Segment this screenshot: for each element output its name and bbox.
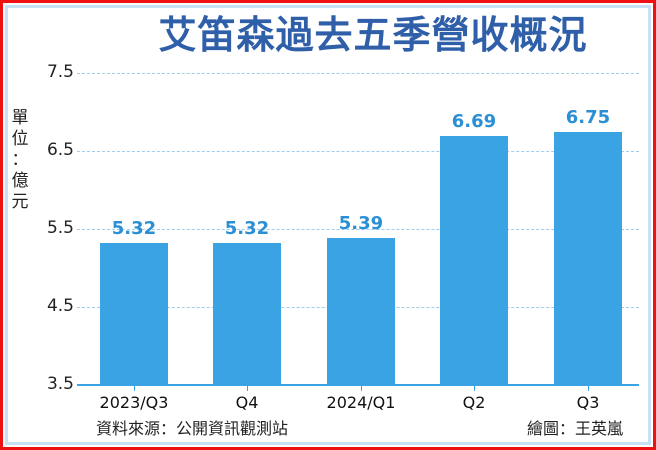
- x-category-label: Q2: [462, 393, 486, 412]
- x-tick-mark: [588, 386, 589, 391]
- y-axis-unit-label: 單 位 ： 億 元: [10, 108, 30, 213]
- gridline: [77, 151, 639, 152]
- bar-value-label: 5.32: [111, 218, 157, 240]
- gridline: [77, 73, 639, 74]
- x-tick-mark: [474, 386, 475, 391]
- x-tick-mark: [247, 386, 248, 391]
- bar: [213, 243, 281, 385]
- inner-frame: [5, 5, 651, 445]
- bar: [440, 136, 508, 385]
- bar-value-label: 5.32: [224, 218, 270, 240]
- gridline: [77, 229, 639, 230]
- unit-char: 元: [11, 192, 29, 212]
- x-category-label: Q4: [235, 393, 259, 412]
- unit-char: 億: [11, 171, 29, 191]
- unit-char: 位: [11, 129, 29, 149]
- bar: [554, 131, 622, 385]
- bar: [100, 243, 168, 385]
- source-note: 資料來源：公開資訊觀測站: [96, 419, 289, 438]
- chart-title: 艾笛森過去五季營收概況: [158, 13, 588, 57]
- x-tick-mark: [134, 386, 135, 391]
- y-tick-label: 3.5: [46, 374, 74, 394]
- x-tick-mark: [361, 386, 362, 391]
- y-tick-label: 6.5: [46, 140, 74, 160]
- bar-value-label: 5.39: [338, 212, 384, 234]
- x-axis-baseline: [77, 384, 639, 386]
- y-tick-label: 7.5: [46, 62, 74, 82]
- unit-char: ：: [11, 150, 29, 170]
- y-tick-label: 5.5: [46, 218, 74, 238]
- x-category-label: 2024/Q1: [326, 393, 396, 412]
- y-tick-label: 4.5: [46, 296, 74, 316]
- credit-note: 繪圖：王英嵐: [526, 419, 623, 438]
- bar-value-label: 6.69: [451, 111, 497, 133]
- x-category-label: 2023/Q3: [99, 393, 169, 412]
- unit-char: 單: [11, 108, 29, 128]
- x-category-label: Q3: [576, 393, 600, 412]
- bar: [327, 237, 395, 385]
- bar-value-label: 6.75: [565, 106, 611, 128]
